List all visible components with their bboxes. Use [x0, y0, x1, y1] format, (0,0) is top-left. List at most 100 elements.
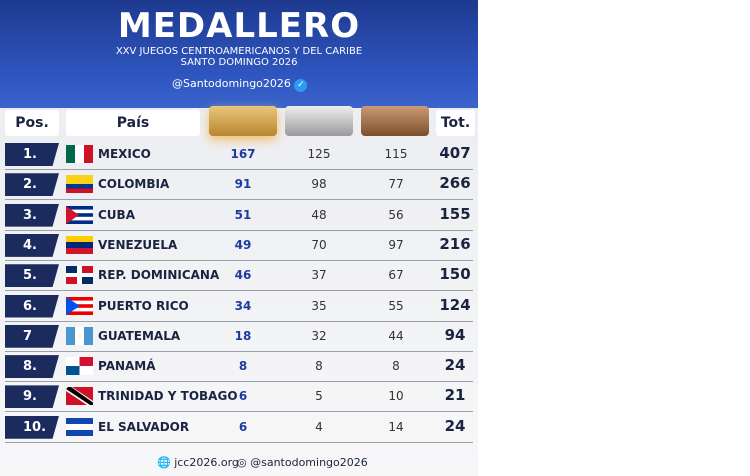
- table-row: 1. MEXICO 167 125 115 407: [0, 140, 478, 170]
- total-count: 21: [444, 386, 466, 405]
- silver-count: 32: [311, 328, 327, 343]
- table-row: 9. TRINIDAD Y TOBAGO 6 5 10 21: [0, 382, 478, 413]
- title: MEDALLERO: [117, 6, 361, 46]
- total-count: 124: [439, 295, 471, 314]
- silver-count: 70: [311, 237, 327, 252]
- gold-count: 167: [230, 147, 256, 161]
- table-row: 8. PANAMÁ 8 8 8 24: [0, 352, 478, 383]
- infographic: MEDALLERO XXV JUEGOS CENTROAMERICANOS Y …: [0, 0, 478, 476]
- table-row: 2. COLOMBIA 91 98 77 266: [0, 170, 478, 201]
- flag: [66, 296, 93, 315]
- silver-count: 35: [311, 298, 327, 313]
- gold-count: 49: [234, 237, 252, 252]
- subtitle: XXV JUEGOS CENTROAMERICANOS Y DEL CARIBE: [115, 46, 363, 57]
- table-row: 10. EL SALVADOR 6 4 14 24: [0, 413, 478, 443]
- position: 10.: [5, 415, 59, 439]
- flag: [66, 205, 93, 224]
- row-separator: [5, 320, 473, 322]
- table-row: 6. PUERTO RICO 34 35 55 124: [0, 292, 478, 322]
- row-separator: [5, 411, 473, 413]
- total-count: 24: [444, 356, 466, 375]
- total-header: Tot.: [436, 110, 475, 136]
- position: 9.: [5, 385, 59, 409]
- total-count: 407: [439, 144, 471, 162]
- country: PANAMÁ: [98, 359, 156, 374]
- bronze-medal-icon: [361, 106, 429, 136]
- flag: [66, 326, 93, 345]
- gold-count: 18: [234, 328, 252, 343]
- position: 4.: [5, 233, 59, 257]
- total-count: 266: [439, 174, 471, 193]
- gold-count: 34: [234, 298, 252, 313]
- social: ◎ @santodomingo2026: [237, 456, 368, 469]
- row-separator: [5, 199, 473, 201]
- bronze-count: 55: [388, 298, 404, 313]
- bronze-count: 8: [392, 359, 400, 374]
- gold-count: 6: [238, 389, 248, 404]
- row-separator: [5, 381, 473, 383]
- flag: [66, 417, 93, 436]
- country: EL SALVADOR: [98, 419, 190, 434]
- total-count: 94: [444, 325, 466, 344]
- row-separator: [5, 290, 473, 292]
- country: COLOMBIA: [98, 177, 170, 192]
- total-count: 150: [439, 265, 471, 284]
- silver-count: 37: [311, 268, 327, 283]
- bronze-count: 56: [388, 207, 404, 222]
- table-row: 5. REP. DOMINICANA 46 37 67 150: [0, 261, 478, 292]
- total-count: 24: [444, 416, 466, 435]
- website-text: jcc2026.org: [174, 456, 239, 469]
- bronze-count: 115: [384, 147, 408, 161]
- flag: [66, 235, 93, 254]
- social-text: @santodomingo2026: [250, 456, 368, 469]
- row-separator: [5, 169, 473, 170]
- position: 3.: [5, 203, 59, 227]
- gold-count: 8: [238, 359, 248, 374]
- flag: [66, 145, 93, 163]
- header-band: [0, 0, 478, 108]
- silver-count: 5: [315, 389, 323, 404]
- table-row: 7 GUATEMALA 18 32 44 94: [0, 322, 478, 352]
- row-separator: [5, 350, 473, 352]
- total-count: 216: [439, 234, 471, 253]
- position: 7: [5, 324, 59, 348]
- row-separator: [5, 259, 473, 261]
- flag: [66, 357, 93, 376]
- position: 8.: [5, 355, 59, 379]
- silver-count: 4: [315, 419, 323, 434]
- row-separator: [5, 441, 473, 443]
- gold-count: 46: [234, 268, 252, 283]
- flag: [66, 387, 93, 406]
- silver-count: 125: [307, 147, 331, 161]
- country: PUERTO RICO: [98, 298, 189, 313]
- bronze-count: 10: [388, 389, 404, 404]
- website: 🌐 jcc2026.org: [157, 456, 239, 469]
- total-count: 155: [439, 204, 471, 223]
- table-row: 4. VENEZUELA 49 70 97 216: [0, 231, 478, 261]
- country: VENEZUELA: [98, 237, 178, 252]
- bronze-count: 67: [388, 268, 404, 283]
- bronze-count: 97: [388, 237, 404, 252]
- gold-count: 51: [234, 207, 252, 222]
- table-row: 3. CUBA 51 48 56 155: [0, 201, 478, 231]
- handle-text: @Santodomingo2026: [172, 77, 291, 90]
- bronze-count: 77: [388, 177, 404, 192]
- row-separator: [5, 229, 473, 231]
- silver-medal-icon: [285, 106, 353, 136]
- handle: @Santodomingo2026 ✓: [172, 77, 308, 92]
- flag: [66, 266, 93, 285]
- bronze-count: 14: [388, 419, 404, 434]
- gold-count: 91: [234, 177, 252, 192]
- country-header: País: [66, 110, 200, 136]
- country: GUATEMALA: [98, 328, 181, 343]
- country: CUBA: [98, 207, 135, 222]
- bronze-count: 44: [388, 328, 404, 343]
- silver-count: 98: [311, 177, 327, 192]
- position: 6.: [5, 294, 59, 318]
- country: REP. DOMINICANA: [98, 268, 220, 283]
- pos-header: Pos.: [5, 110, 59, 136]
- position: 2.: [5, 173, 59, 197]
- gold-count: 6: [238, 419, 248, 434]
- country: TRINIDAD Y TOBAGO: [98, 389, 238, 404]
- position: 5.: [5, 264, 59, 288]
